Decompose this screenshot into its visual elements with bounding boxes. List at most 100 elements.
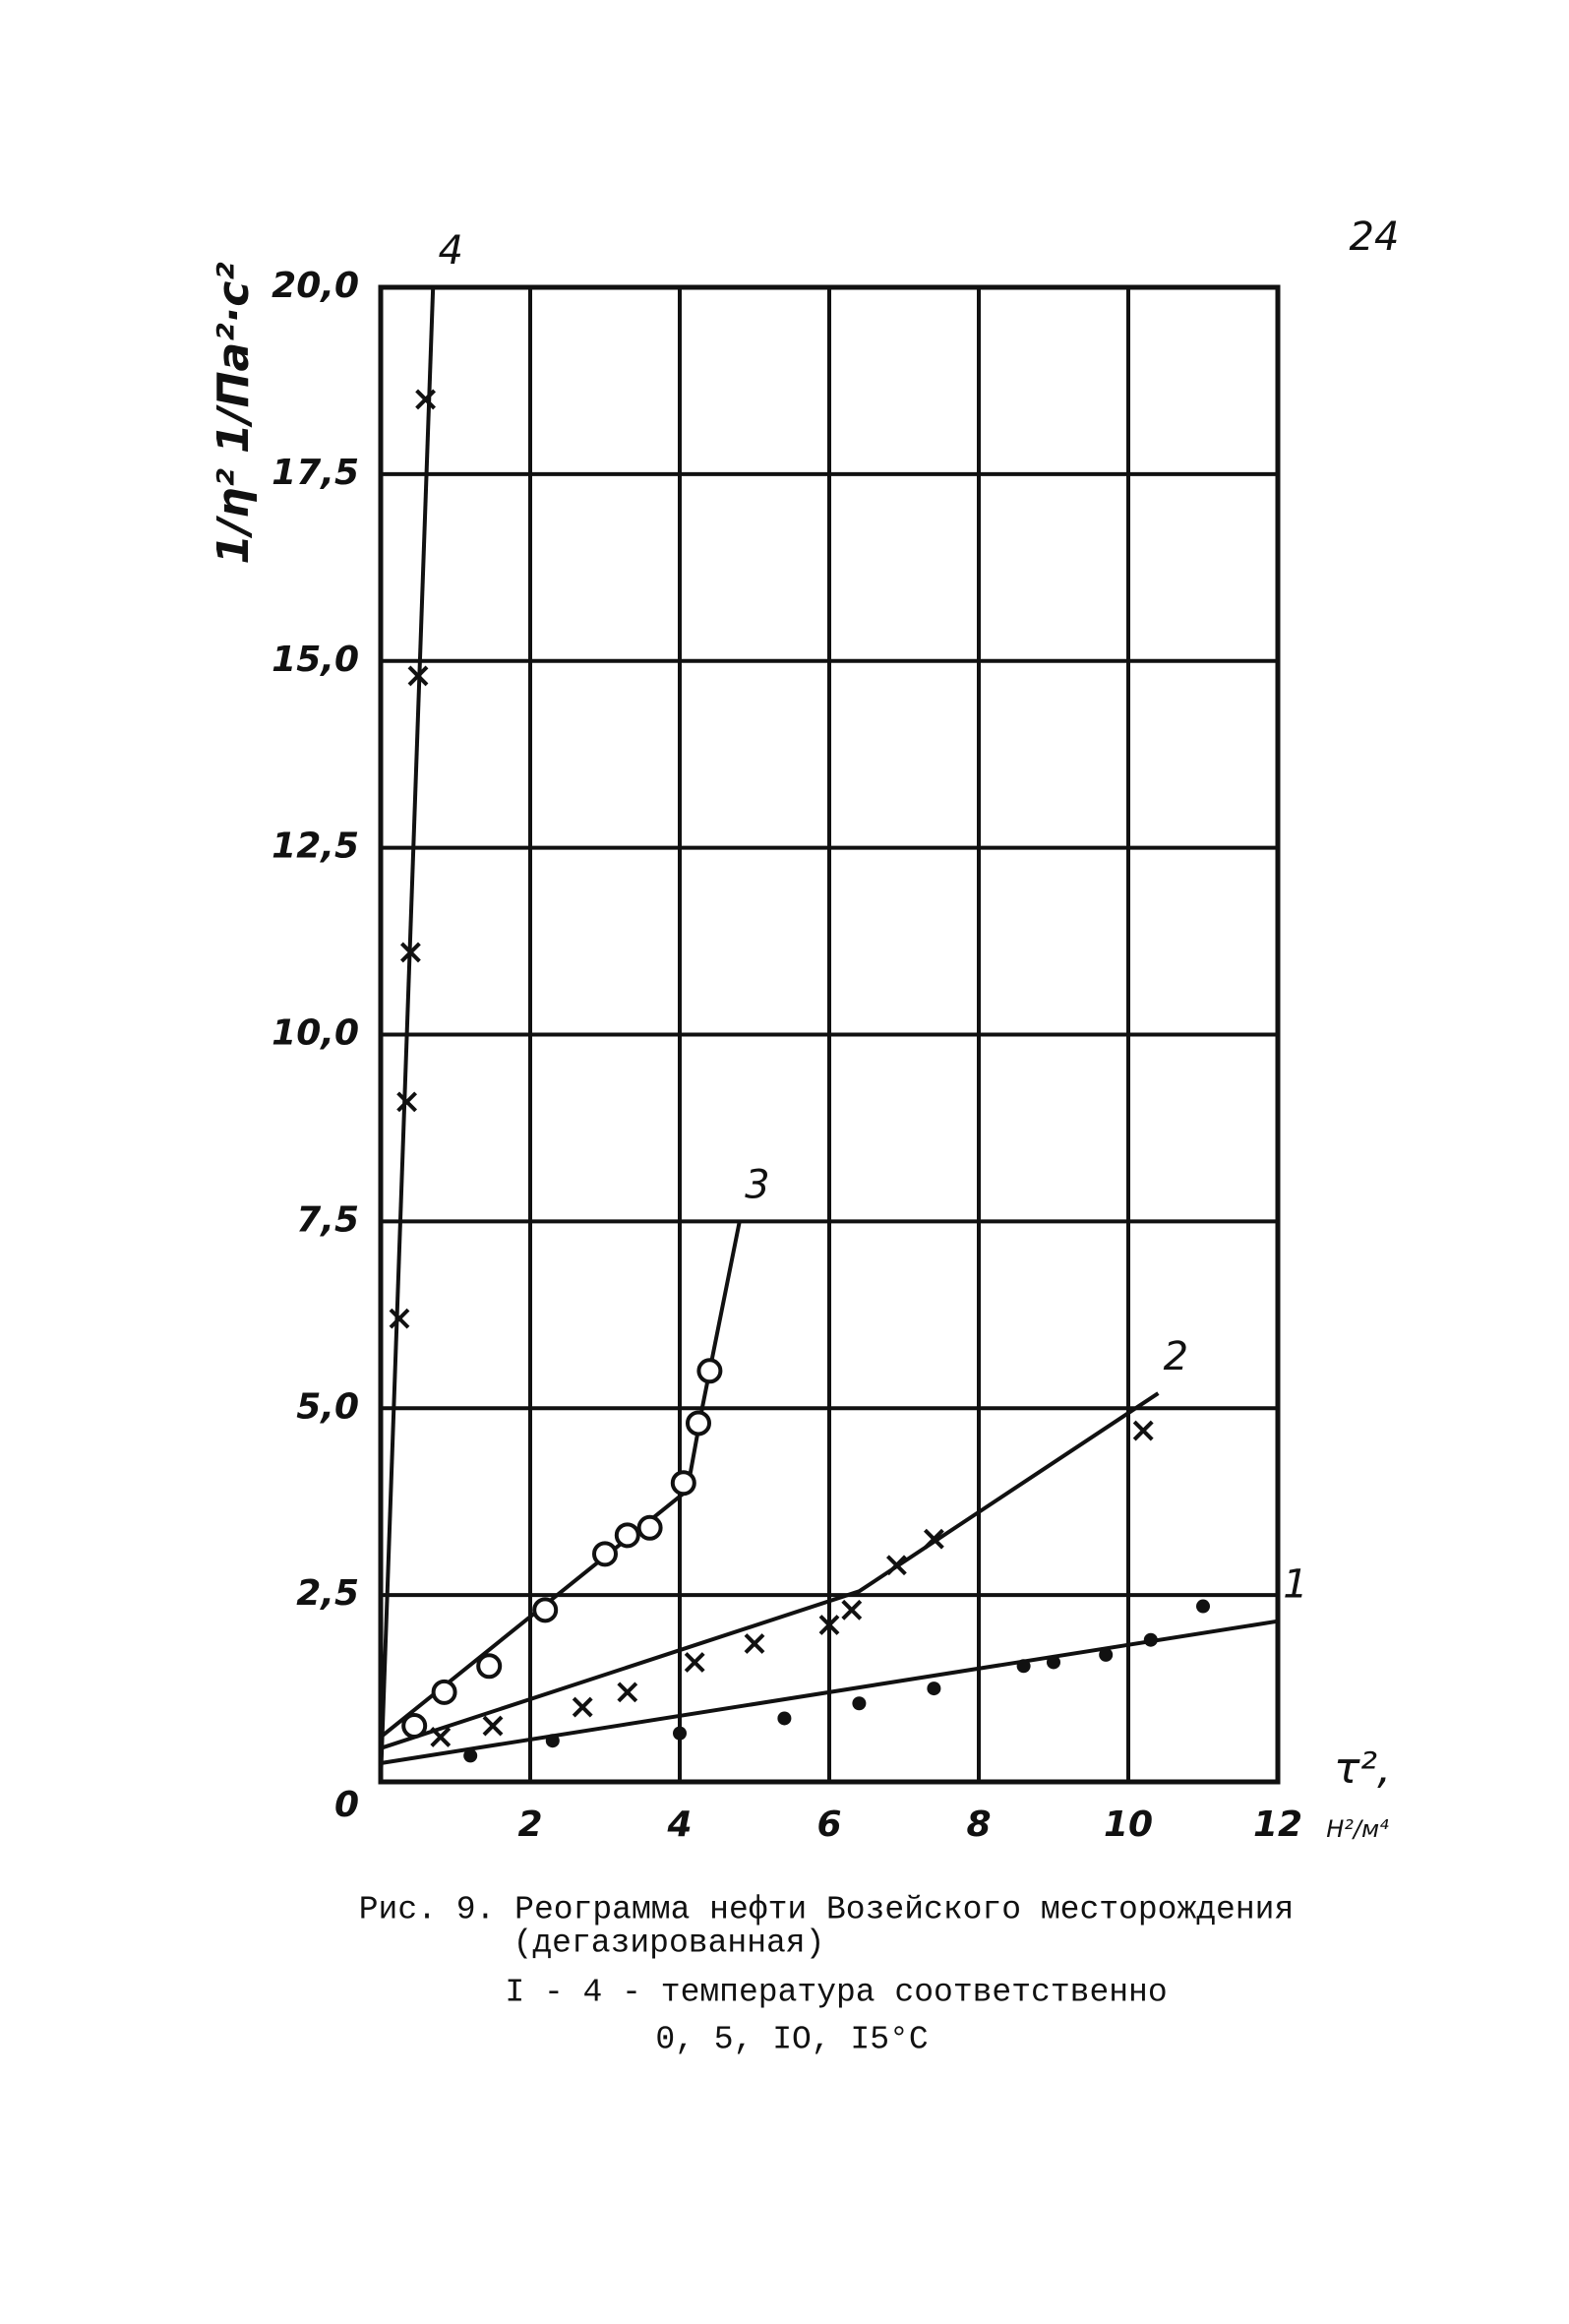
- data-point: [684, 1652, 705, 1673]
- data-point: [927, 1682, 941, 1696]
- dot: [673, 1726, 687, 1741]
- data-point: [885, 1555, 907, 1576]
- dot: [463, 1748, 478, 1763]
- data-point: [572, 1696, 593, 1718]
- caption-line: Рис. 9. Реограмма нефти Возейского место…: [359, 1892, 1295, 1928]
- ring: [532, 1597, 559, 1623]
- caption-line: 0, 5, IO, I5°C: [655, 2022, 928, 2058]
- data-point: [545, 1734, 560, 1748]
- data-point: [482, 1715, 504, 1737]
- data-point: [1099, 1647, 1114, 1662]
- x-tick-label: 12: [1253, 1804, 1302, 1845]
- dot: [1047, 1655, 1060, 1670]
- data-point: [407, 665, 429, 687]
- y-tick-label: 10,0: [272, 1013, 359, 1054]
- data-point: [670, 1470, 696, 1497]
- curve-label: 3: [745, 1162, 769, 1207]
- cross-stroke: [684, 1652, 705, 1673]
- x-tick-label: 8: [966, 1804, 991, 1845]
- x-tick-label: 4: [666, 1804, 692, 1845]
- data-point: [841, 1599, 863, 1621]
- x-tick-label: 2: [517, 1804, 542, 1845]
- y-tick-label: 12,5: [272, 826, 359, 867]
- data-point: [617, 1682, 638, 1703]
- dot: [1016, 1659, 1031, 1674]
- cross-stroke: [430, 1727, 452, 1747]
- dot: [1143, 1632, 1158, 1647]
- ring: [614, 1522, 640, 1549]
- data-point: [696, 1358, 723, 1384]
- x-axis-unit: Н²/м⁴: [1326, 1815, 1389, 1843]
- data-point: [396, 1091, 418, 1113]
- x-axis-label: τ²,: [1334, 1743, 1391, 1794]
- dot: [1099, 1647, 1114, 1662]
- cross-stroke: [923, 1528, 944, 1550]
- data-point: [1196, 1599, 1210, 1614]
- cross-stroke: [396, 1091, 418, 1113]
- fit-line: [380, 1619, 1279, 1765]
- y-tick-label: 2,5: [296, 1573, 359, 1614]
- data-point: [777, 1711, 792, 1726]
- cross-stroke: [841, 1599, 863, 1621]
- curve-label: 2: [1164, 1334, 1188, 1379]
- data-point: [614, 1522, 640, 1549]
- ring: [401, 1713, 428, 1740]
- ring: [636, 1514, 663, 1541]
- cross-stroke: [885, 1555, 907, 1576]
- dot: [545, 1734, 560, 1748]
- dot: [777, 1711, 792, 1726]
- data-point: [673, 1726, 687, 1741]
- data-point: [636, 1514, 663, 1541]
- ring: [431, 1679, 457, 1705]
- cross-stroke: [407, 665, 429, 687]
- cross-stroke: [818, 1615, 840, 1635]
- data-point: [476, 1653, 503, 1680]
- caption-line: (дегазированная): [513, 1926, 825, 1962]
- ring: [592, 1541, 618, 1567]
- y-tick-label: 7,5: [296, 1199, 359, 1240]
- data-point: [532, 1597, 559, 1623]
- data-point: [592, 1541, 618, 1567]
- data-point: [430, 1727, 452, 1747]
- ring: [686, 1410, 711, 1437]
- cross-stroke: [572, 1696, 593, 1718]
- curve-label: 4: [438, 228, 462, 274]
- data-point: [818, 1615, 840, 1635]
- cross-stroke: [617, 1682, 638, 1703]
- y-tick-label: 0: [334, 1785, 359, 1825]
- data-point: [686, 1410, 711, 1437]
- ring: [696, 1358, 723, 1384]
- data-point: [1143, 1632, 1158, 1647]
- caption-line: I - 4 - температура соответственно: [505, 1975, 1167, 2011]
- data-point: [744, 1633, 765, 1654]
- cross-stroke: [744, 1633, 765, 1654]
- y-tick-label: 17,5: [272, 453, 359, 493]
- cross-stroke: [1132, 1420, 1154, 1441]
- data-point: [463, 1748, 478, 1763]
- x-tick-label: 10: [1104, 1804, 1153, 1845]
- cross-stroke: [389, 1308, 410, 1329]
- curve-label: 1: [1283, 1562, 1307, 1608]
- data-point: [852, 1696, 867, 1711]
- dot: [852, 1696, 867, 1711]
- data-point: [431, 1679, 457, 1705]
- data-point: [399, 942, 421, 963]
- dot: [927, 1682, 941, 1696]
- data-point: [923, 1528, 944, 1550]
- x-tick-label: 6: [816, 1804, 841, 1845]
- cross-stroke: [415, 389, 437, 410]
- fit-line: [379, 286, 436, 1783]
- data-point: [1016, 1659, 1031, 1674]
- cross-stroke: [399, 942, 421, 963]
- data-point: [389, 1308, 410, 1329]
- ring: [476, 1653, 503, 1680]
- data-point: [401, 1713, 428, 1740]
- data-point: [1132, 1420, 1154, 1441]
- dot: [1196, 1599, 1210, 1614]
- plot-frame: [378, 284, 1281, 1785]
- fit-line: [380, 1391, 1160, 1750]
- data-point: [1047, 1655, 1060, 1670]
- y-tick-label: 5,0: [296, 1386, 359, 1427]
- data-point: [415, 389, 437, 410]
